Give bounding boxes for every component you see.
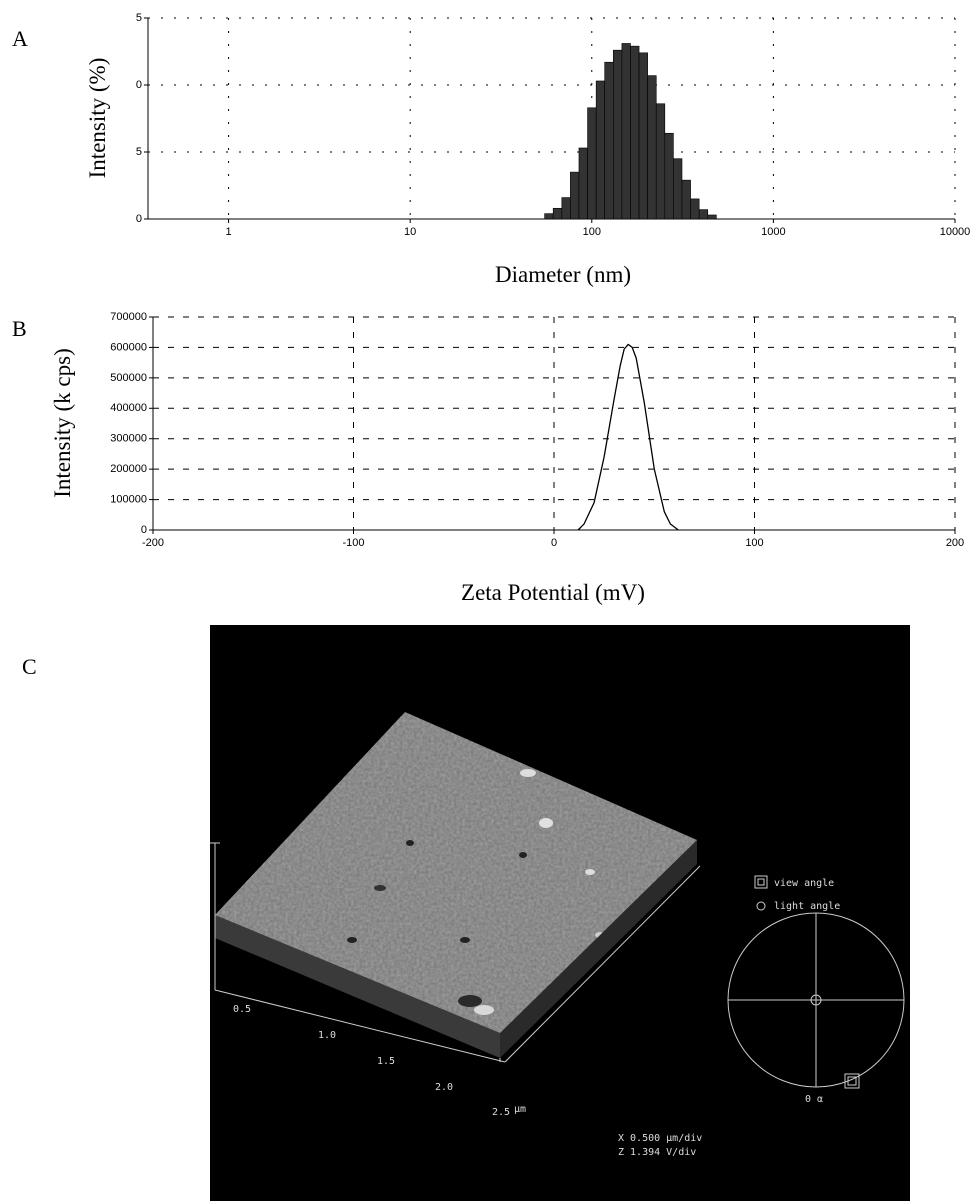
x-tick-label: 100: [745, 537, 763, 549]
y-tick-label: 600000: [110, 341, 147, 353]
bar: [699, 210, 708, 219]
y-axis-label: Intensity (k cps): [50, 348, 75, 497]
x-tick-label: 10000: [940, 226, 971, 238]
legend-label: light angle: [774, 901, 840, 912]
axis-label: 1.5: [377, 1056, 395, 1067]
y-tick-label: 200000: [110, 463, 147, 475]
y-tick-label: 400000: [110, 402, 147, 414]
bar: [579, 148, 588, 219]
figure: A B C 0.5 1.0 1.5 2.0 2.5 μm view angle …: [0, 0, 975, 1201]
bar: [622, 43, 631, 219]
page: {"panel_labels":["A","B","C"], "chart_da…: [0, 0, 975, 1201]
y-tick-label: 0: [136, 79, 142, 91]
x-tick-label: 0: [551, 537, 557, 549]
y-tick-label: 700000: [110, 311, 147, 323]
x-axis-label: Zeta Potential (mV): [461, 580, 645, 605]
bar: [630, 46, 639, 219]
scale-label: X 0.500 μm/div: [618, 1133, 702, 1144]
afm-image: 0.5 1.0 1.5 2.0 2.5 μm view angle light …: [210, 625, 910, 1201]
data-line: [578, 344, 678, 530]
y-tick-label: 5: [136, 12, 142, 24]
axis-label: 0.5: [233, 1004, 251, 1015]
bar: [605, 62, 614, 219]
bar: [656, 104, 665, 219]
axis-label: 2.5: [492, 1107, 510, 1118]
axis-unit: μm: [514, 1104, 526, 1115]
y-tick-label: 100000: [110, 493, 147, 505]
bar: [673, 159, 682, 219]
panel-label: B: [12, 316, 27, 341]
axis-label: 1.0: [318, 1030, 336, 1041]
bar: [545, 214, 554, 219]
y-tick-label: 5: [136, 146, 142, 158]
y-tick-label: 0: [136, 213, 142, 225]
bar: [613, 50, 622, 219]
x-axis-label: Diameter (nm): [495, 262, 631, 287]
y-tick-label: 300000: [110, 433, 147, 445]
bar: [553, 208, 562, 219]
panel-label: A: [12, 26, 28, 51]
bar: [708, 215, 717, 219]
bar: [639, 53, 648, 219]
bar: [570, 172, 579, 219]
x-tick-label: 10: [404, 226, 416, 238]
angle-label: 0 α: [805, 1094, 823, 1105]
bar: [596, 81, 605, 219]
axis-label: 2.0: [435, 1082, 453, 1093]
scale-label: Z 1.394 V/div: [618, 1147, 696, 1158]
bar: [682, 180, 691, 219]
x-tick-label: 200: [946, 537, 964, 549]
y-tick-label: 500000: [110, 372, 147, 384]
y-tick-label: 0: [141, 524, 147, 536]
x-tick-label: 1000: [761, 226, 785, 238]
x-tick-label: 100: [583, 226, 601, 238]
x-tick-label: -200: [142, 537, 164, 549]
x-tick-label: -100: [342, 537, 364, 549]
panel-label: C: [22, 654, 37, 679]
y-axis-label: Intensity (%): [85, 58, 110, 179]
bar: [691, 199, 700, 219]
bar: [588, 108, 597, 219]
legend-label: view angle: [774, 878, 834, 889]
x-tick-label: 1: [226, 226, 232, 238]
bar: [665, 133, 674, 219]
bar: [648, 76, 657, 219]
bar: [562, 198, 571, 219]
